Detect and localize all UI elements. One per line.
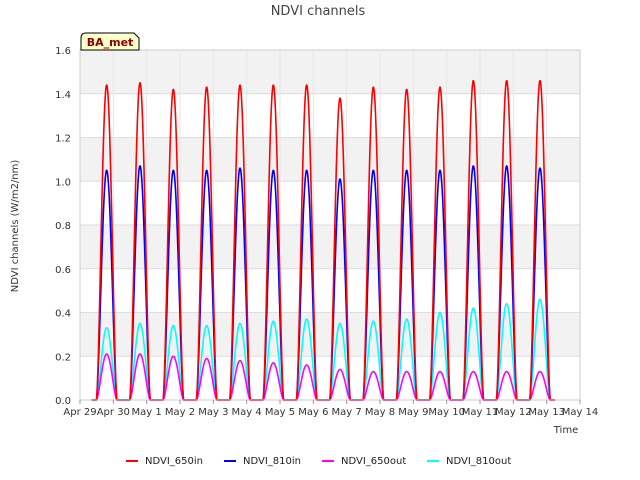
- x-tick-label: May 5: [265, 407, 295, 418]
- x-tick-label: May 12: [495, 407, 532, 418]
- y-tick-label: 1.0: [55, 177, 71, 188]
- x-tick-label: May 9: [398, 407, 428, 418]
- y-axis-title: NDVI channels (W/m2/nm): [10, 160, 21, 293]
- x-tick-label: May 7: [332, 407, 362, 418]
- y-tick-label: 0.6: [55, 265, 71, 276]
- plot-background-bands: [80, 50, 580, 400]
- x-tick-label: May 14: [562, 407, 599, 418]
- legend-label-NDVI_650in: NDVI_650in: [145, 456, 203, 467]
- chart-title: NDVI channels: [271, 4, 366, 19]
- y-tick-label: 0.8: [55, 221, 71, 232]
- plot-band: [80, 268, 580, 313]
- x-axis-title: Time: [553, 425, 578, 436]
- badge: BA_met: [80, 32, 140, 51]
- y-tick-labels: 0.0 0.2 0.4 0.6 0.8 1.0 1.2 1.4 1.6: [55, 46, 71, 407]
- x-tick-label: May 11: [462, 407, 499, 418]
- y-tick-label: 0.0: [55, 396, 71, 407]
- x-tick-label: May 2: [165, 407, 195, 418]
- y-tick-label: 0.2: [55, 352, 71, 363]
- y-tick-label: 0.4: [55, 309, 71, 320]
- plot-band: [80, 93, 580, 138]
- x-tick-label: May 1: [132, 407, 162, 418]
- legend-label-NDVI_810in: NDVI_810in: [243, 456, 301, 467]
- axes: [79, 49, 581, 401]
- plot-band: [80, 137, 580, 182]
- legend: NDVI_650in NDVI_810in NDVI_650out NDVI_810o…: [126, 456, 511, 467]
- x-tick-label: May 6: [298, 407, 328, 418]
- legend-label-NDVI_810out: NDVI_810out: [446, 456, 511, 467]
- badge-box: [80, 32, 140, 51]
- y-tick-label: 1.2: [55, 134, 71, 145]
- x-tick-label: May 3: [198, 407, 228, 418]
- x-tick-label: Apr 30: [97, 407, 130, 418]
- x-tick-label: May 10: [428, 407, 465, 418]
- y-tick-label: 1.4: [55, 90, 71, 101]
- badge-label: BA_met: [87, 36, 134, 49]
- plot-band: [80, 225, 580, 269]
- x-tick-label: May 8: [365, 407, 395, 418]
- y-tick-label: 1.6: [55, 46, 71, 57]
- x-tick-label: May 4: [232, 407, 262, 418]
- x-tick-label: Apr 29: [63, 407, 96, 418]
- x-tick-labels: Apr 29 Apr 30 May 1 May 2 May 3 May 4 May 5 May…: [63, 400, 598, 418]
- plot-band: [80, 181, 580, 225]
- plot-band: [80, 312, 580, 357]
- legend-label-NDVI_650out: NDVI_650out: [341, 456, 406, 467]
- plot-frame: [79, 49, 581, 401]
- plot-band: [80, 50, 580, 94]
- x-tick-label: May 13: [528, 407, 565, 418]
